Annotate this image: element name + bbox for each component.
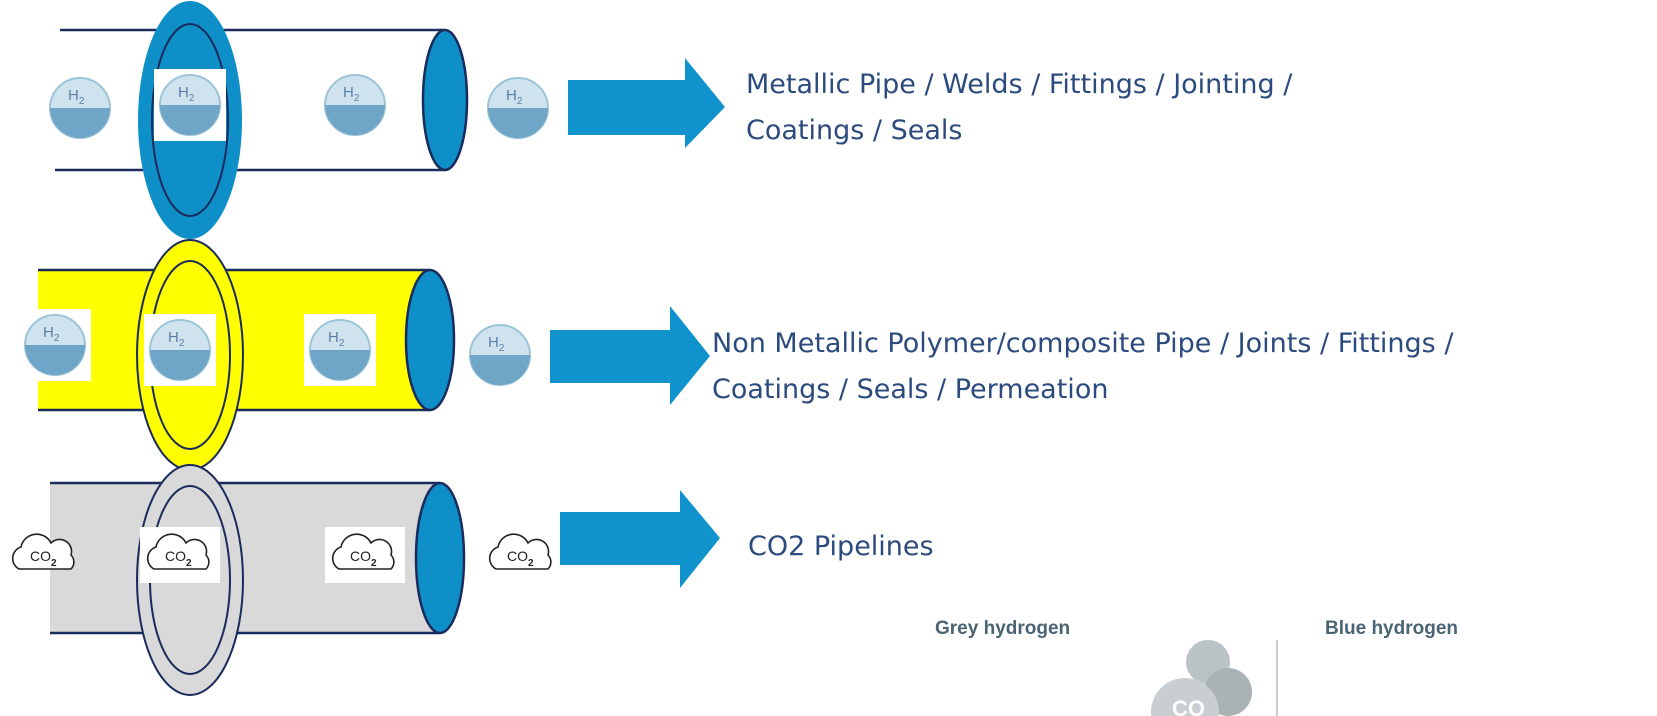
h2-icon: H2 bbox=[19, 309, 91, 381]
h2-text: H2 bbox=[343, 84, 360, 104]
water bbox=[310, 350, 370, 380]
h: H bbox=[343, 84, 354, 101]
co2-text: CO2 bbox=[30, 548, 57, 569]
co: CO bbox=[350, 548, 371, 564]
co2-text: CO2 bbox=[165, 548, 192, 569]
pipe-label: Non Metallic Polymer/composite Pipe / Jo… bbox=[712, 328, 1454, 359]
arrow bbox=[560, 490, 720, 588]
co2-icon: CO2 bbox=[140, 527, 220, 583]
h: H bbox=[506, 87, 517, 104]
arrow bbox=[550, 306, 710, 405]
metal-pipe bbox=[55, 1, 469, 239]
sub: 2 bbox=[499, 343, 505, 354]
co: CO bbox=[165, 548, 186, 564]
h2-icon: H2 bbox=[487, 77, 549, 139]
h: H bbox=[488, 334, 499, 351]
h2-icon: H2 bbox=[144, 314, 216, 386]
water bbox=[160, 105, 220, 135]
h2-icon: H2 bbox=[304, 314, 376, 386]
water bbox=[150, 350, 210, 380]
cloud bbox=[146, 533, 210, 570]
water bbox=[25, 345, 85, 375]
sub: 2 bbox=[179, 338, 185, 349]
sub: 2 bbox=[339, 338, 345, 349]
cloud bbox=[488, 533, 552, 570]
pipe-label: Metallic Pipe / Welds / Fittings / Joint… bbox=[746, 69, 1293, 100]
water bbox=[325, 105, 385, 135]
sub: 2 bbox=[517, 96, 523, 107]
h: H bbox=[68, 87, 79, 104]
h2-icon: H2 bbox=[154, 69, 226, 141]
h2-text: H2 bbox=[328, 329, 345, 349]
sub: 2 bbox=[371, 558, 377, 569]
water bbox=[50, 108, 110, 138]
footer-right: Blue hydrogen bbox=[1325, 618, 1458, 639]
co: CO bbox=[30, 548, 51, 564]
water bbox=[488, 108, 548, 138]
sub: 2 bbox=[186, 558, 192, 569]
h2-text: H2 bbox=[68, 87, 85, 107]
co2-text: CO2 bbox=[350, 548, 377, 569]
water bbox=[470, 355, 530, 385]
sub: 2 bbox=[79, 96, 85, 107]
co2-icon: CO2 bbox=[488, 533, 552, 570]
sub: 2 bbox=[189, 93, 195, 104]
h: H bbox=[43, 324, 54, 341]
h2-text: H2 bbox=[506, 87, 523, 107]
h: H bbox=[328, 329, 339, 346]
h2-text: H2 bbox=[488, 334, 505, 354]
h: H bbox=[178, 84, 189, 101]
co2-icon: CO2 bbox=[325, 527, 405, 583]
co2-icon: CO2 bbox=[11, 533, 75, 570]
footer-left: Grey hydrogen bbox=[935, 618, 1070, 639]
h: H bbox=[168, 329, 179, 346]
h2-icon: H2 bbox=[49, 77, 111, 139]
cloud bbox=[11, 533, 75, 570]
co2-pipe bbox=[50, 464, 466, 696]
pipe-label: CO2 Pipelines bbox=[748, 531, 934, 562]
h2-icon: H2 bbox=[324, 74, 386, 136]
molecule bbox=[1151, 678, 1219, 716]
pipe-label: Coatings / Seals / Permeation bbox=[712, 374, 1108, 405]
molecule-label: CO bbox=[1172, 696, 1205, 716]
sub: 2 bbox=[54, 333, 60, 344]
sub: 2 bbox=[51, 558, 57, 569]
pipe-label: Coatings / Seals bbox=[746, 115, 962, 146]
cloud bbox=[331, 533, 395, 570]
h2-text: H2 bbox=[168, 329, 185, 349]
co: CO bbox=[507, 548, 528, 564]
sub: 2 bbox=[528, 558, 534, 569]
h2-text: H2 bbox=[178, 84, 195, 104]
h2-icon: H2 bbox=[469, 324, 531, 386]
co2-text: CO2 bbox=[507, 548, 534, 569]
h2-text: H2 bbox=[43, 324, 60, 344]
polymer-pipe bbox=[38, 239, 456, 471]
arrow bbox=[568, 58, 725, 148]
sub: 2 bbox=[354, 93, 360, 104]
